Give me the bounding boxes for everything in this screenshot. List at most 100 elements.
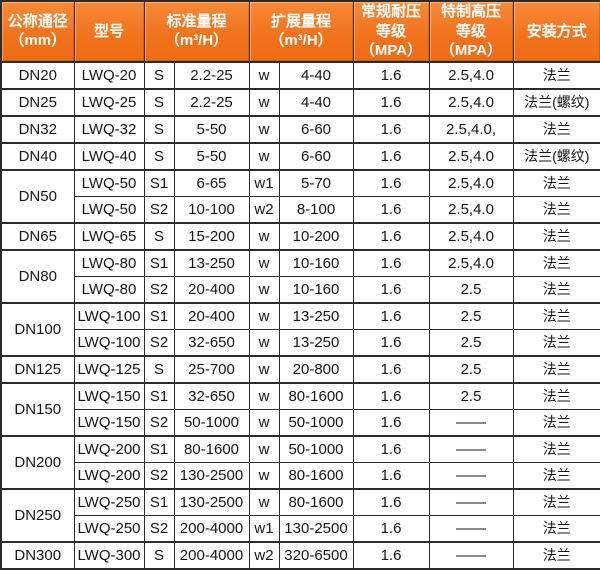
ext-range-cell: 13-250 xyxy=(278,328,354,356)
header-special-pressure: 特制高压等级（MPA） xyxy=(428,0,514,62)
std-range-cell: 200-4000 xyxy=(173,540,250,569)
std-range-cell: 130-2500 xyxy=(173,487,250,516)
special-pressure-cell: 2.5 xyxy=(428,301,514,330)
table-row: DN200 LWQ-200 S1 80-1600 w 50-1000 1.6 —… xyxy=(0,434,600,489)
install-cell: 法兰 xyxy=(512,195,600,223)
install-cell: 法兰 xyxy=(512,60,600,89)
std-range-cell: 5-50 xyxy=(173,141,250,170)
ext-code-cell: w2 xyxy=(248,540,280,569)
special-pressure-cell: 2.5,4.0 xyxy=(428,168,514,197)
table-row: DN20 LWQ-20 S 2.2-25 w 4-40 1.6 2.5,4.0 … xyxy=(0,60,600,89)
std-code-cell: S2 xyxy=(143,328,175,356)
normal-pressure-cell: 1.6 xyxy=(352,221,430,250)
ext-range-cell: 320-6500 xyxy=(278,540,354,569)
std-range-cell: 20-400 xyxy=(173,275,250,303)
table-row: LWQ-80 S2 20-400 w 10-160 1.6 2.5 法兰 xyxy=(1,275,600,303)
dn-cell: DN32 xyxy=(0,114,75,143)
ext-range-cell: 8-100 xyxy=(278,195,354,223)
header-line: 标准量程 xyxy=(166,12,227,30)
ext-code-cell: w1 xyxy=(248,168,280,197)
normal-pressure-cell: 1.6 xyxy=(352,87,430,116)
table-header: 公称通径 （mm） 型号 标准量程 （m³/H） 扩展量程 （m³/H） 常规耐压 等级… xyxy=(0,0,600,62)
install-cell: 法兰 xyxy=(512,248,600,277)
std-code-cell: S xyxy=(143,221,175,250)
ext-code-cell: w xyxy=(248,275,280,303)
ext-code-cell: w xyxy=(248,114,280,143)
ext-range-cell: 4-40 xyxy=(278,87,354,116)
header-line: 特制高压 xyxy=(440,3,501,20)
table-row: DN300 LWQ-300 S 200-4000 w2 320-6500 1.6… xyxy=(0,540,600,569)
normal-pressure-cell: 1.6 xyxy=(352,514,430,542)
special-pressure-cell: —— xyxy=(428,514,514,542)
normal-pressure-cell: 1.6 xyxy=(352,381,430,410)
normal-pressure-cell: 1.6 xyxy=(352,248,430,277)
table-row: DN150 LWQ-150 S1 32-650 w 80-1600 1.6 2.… xyxy=(0,381,600,436)
install-cell: 法兰 xyxy=(512,434,600,463)
ext-range-cell: 6-60 xyxy=(278,114,354,143)
std-range-cell: 2.2-25 xyxy=(173,60,250,89)
special-pressure-cell: 2.5,4.0 xyxy=(428,195,514,223)
normal-pressure-cell: 1.6 xyxy=(352,114,430,143)
install-cell: 法兰 xyxy=(512,275,600,303)
ext-range-cell: 80-1600 xyxy=(278,487,354,516)
std-code-cell: S xyxy=(143,540,175,569)
table-row: DN50 LWQ-50 S1 6-65 w1 5-70 1.6 2.5,4.0 … xyxy=(0,168,600,223)
table-row: LWQ-150 S2 50-1000 w 50-1000 1.6 —— 法兰 xyxy=(1,408,600,436)
header-line: 公称通径 xyxy=(7,12,68,30)
std-range-cell: 5-50 xyxy=(173,114,250,143)
table-row: LWQ-250 S2 200-4000 w1 130-2500 1.6 —— 法… xyxy=(1,514,600,542)
normal-pressure-cell: 1.6 xyxy=(352,487,430,516)
ext-range-cell: 10-200 xyxy=(278,221,354,250)
table-body: DN20 LWQ-20 S 2.2-25 w 4-40 1.6 2.5,4.0 … xyxy=(0,60,600,569)
model-cell: LWQ-100 xyxy=(73,328,145,356)
ext-range-cell: 4-40 xyxy=(278,60,354,89)
header-line: （m³/H） xyxy=(164,32,229,50)
std-code-cell: S1 xyxy=(143,168,175,197)
std-range-cell: 15-200 xyxy=(173,221,250,250)
std-code-cell: S1 xyxy=(143,434,175,463)
table-row: DN80 LWQ-80 S1 13-250 w 10-160 1.6 2.5,4… xyxy=(0,248,600,303)
special-pressure-cell: —— xyxy=(428,540,514,569)
model-cell: LWQ-32 xyxy=(73,114,145,143)
dn-cell: DN50 xyxy=(0,168,75,223)
table-row: LWQ-100 S2 32-650 w 13-250 1.6 2.5 法兰 xyxy=(1,328,600,356)
std-code-cell: S2 xyxy=(143,275,175,303)
ext-range-cell: 13-250 xyxy=(278,301,354,330)
special-pressure-cell: 2.5,4.0 xyxy=(428,221,514,250)
std-range-cell: 130-2500 xyxy=(173,461,250,489)
table-row: DN125 LWQ-125 S 25-700 w 20-800 1.6 2.5 … xyxy=(0,354,600,383)
model-cell: LWQ-80 xyxy=(73,248,145,277)
dn-cell: DN40 xyxy=(0,141,75,170)
install-cell: 法兰 xyxy=(512,540,600,569)
std-range-cell: 10-100 xyxy=(173,195,250,223)
special-pressure-cell: 2.5 xyxy=(428,354,514,383)
header-line: 扩展量程 xyxy=(270,12,331,30)
install-cell: 法兰 xyxy=(512,487,600,516)
dn-cell: DN250 xyxy=(0,487,75,542)
ext-range-cell: 50-1000 xyxy=(278,408,354,436)
special-pressure-cell: 2.5,4.0 xyxy=(428,87,514,116)
dn-cell: DN65 xyxy=(0,221,75,250)
dn-cell: DN300 xyxy=(0,540,75,569)
header-extended-range: 扩展量程 （m³/H） xyxy=(248,0,354,62)
normal-pressure-cell: 1.6 xyxy=(352,195,430,223)
install-cell: 法兰 xyxy=(512,461,600,489)
ext-code-cell: w xyxy=(248,301,280,330)
normal-pressure-cell: 1.6 xyxy=(352,408,430,436)
header-install-type: 安装方式 xyxy=(512,0,600,62)
model-cell: LWQ-100 xyxy=(73,301,145,330)
special-pressure-cell: 2.5,4.0 xyxy=(428,248,514,277)
ext-range-cell: 80-1600 xyxy=(278,461,354,489)
normal-pressure-cell: 1.6 xyxy=(352,60,430,89)
std-code-cell: S xyxy=(143,87,175,116)
ext-range-cell: 10-160 xyxy=(278,248,354,277)
model-cell: LWQ-65 xyxy=(73,221,145,250)
normal-pressure-cell: 1.6 xyxy=(352,354,430,383)
normal-pressure-cell: 1.6 xyxy=(352,168,430,197)
model-cell: LWQ-25 xyxy=(73,87,145,116)
std-code-cell: S2 xyxy=(143,461,175,489)
dn-cell: DN100 xyxy=(0,301,75,356)
header-line: 等级（MPA） xyxy=(439,22,503,60)
special-pressure-cell: 2.5 xyxy=(428,275,514,303)
install-cell: 法兰 xyxy=(512,408,600,436)
